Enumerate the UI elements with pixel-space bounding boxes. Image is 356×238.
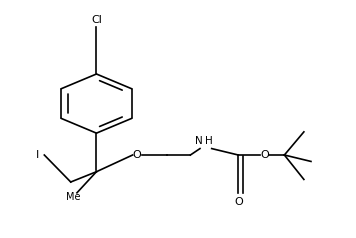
Text: Cl: Cl [91, 15, 102, 25]
Text: H: H [205, 136, 212, 146]
Text: I: I [36, 150, 40, 160]
Text: Me: Me [66, 193, 81, 203]
Text: O: O [133, 150, 142, 160]
Text: O: O [261, 150, 269, 160]
Text: O: O [234, 198, 243, 208]
Text: N: N [195, 136, 203, 146]
